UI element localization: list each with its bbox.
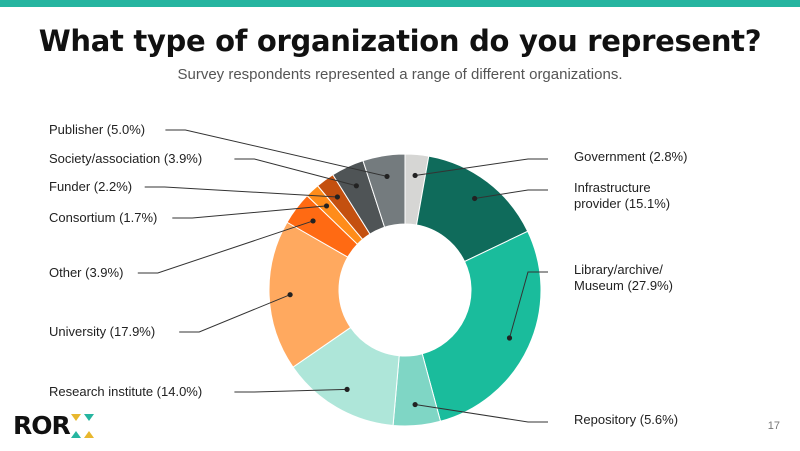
- slice-label-government: Government (2.8%): [574, 149, 687, 164]
- slice-label-line: Infrastructure: [574, 180, 651, 195]
- donut-slice-publisher: [362, 153, 406, 228]
- slice-label-line: Research institute (14.0%): [49, 384, 202, 399]
- ror-logo-text: ROR: [13, 411, 71, 440]
- leader-line-consortium: [172, 205, 327, 219]
- slice-label-line: Library/archive/: [574, 262, 663, 277]
- slice-label-line: Consortium (1.7%): [49, 210, 157, 225]
- leader-dot-consortium: [323, 203, 330, 209]
- leader-dot-repository: [412, 401, 418, 408]
- leader-dot-library-archive-museum: [506, 335, 513, 341]
- leader-dot-government: [412, 172, 418, 179]
- page-title: What type of organization do you represe…: [38, 24, 762, 58]
- slice-label-society-association: Society/association (3.9%): [49, 151, 202, 166]
- slice-label-line: provider (15.1%): [574, 196, 670, 211]
- slice-label-other: Other (3.9%): [49, 265, 123, 280]
- leader-line-research-institute: [234, 388, 348, 393]
- slice-label-line: Funder (2.2%): [49, 179, 132, 194]
- page-number: 17: [767, 420, 780, 432]
- leader-dot-research-institute: [344, 386, 350, 392]
- leader-line-library-archive-museum: [509, 271, 548, 339]
- leader-line-government: [415, 158, 548, 176]
- leader-dot-university: [287, 292, 293, 298]
- slice-label-publisher: Publisher (5.0%): [49, 122, 145, 137]
- leader-dot-publisher: [384, 173, 390, 180]
- logo-mark-icon: [71, 414, 94, 438]
- leader-dot-funder: [334, 194, 341, 200]
- slice-label-repository: Repository (5.6%): [574, 412, 678, 427]
- leader-line-publisher: [165, 129, 388, 177]
- donut-slice-university: [268, 221, 352, 368]
- slice-label-funder: Funder (2.2%): [49, 179, 132, 194]
- leader-dot-infrastructure-provider: [472, 195, 478, 202]
- slice-label-university: University (17.9%): [49, 324, 155, 339]
- slice-label-line: Society/association (3.9%): [49, 151, 202, 166]
- slice-label-line: Publisher (5.0%): [49, 122, 145, 137]
- donut-slice-library-archive-museum: [421, 230, 542, 422]
- slice-label-line: Government (2.8%): [574, 149, 687, 164]
- leader-line-other: [137, 220, 314, 274]
- leader-line-society-association: [234, 158, 357, 187]
- slice-label-line: Museum (27.9%): [574, 278, 673, 293]
- page-subtitle: Survey respondents represented a range o…: [177, 66, 623, 83]
- slice-label-library-archive-museum: Library/archive/Museum (27.9%): [574, 262, 673, 293]
- slice-label-line: Repository (5.6%): [574, 412, 678, 427]
- leader-dot-society-association: [353, 183, 359, 189]
- leader-line-repository: [415, 404, 548, 423]
- slice-label-consortium: Consortium (1.7%): [49, 210, 157, 225]
- slice-label-research-institute: Research institute (14.0%): [49, 384, 202, 399]
- top-accent-bar: [0, 0, 800, 7]
- slice-label-line: University (17.9%): [49, 324, 155, 339]
- leader-dot-other: [310, 218, 316, 224]
- leader-line-funder: [144, 186, 338, 198]
- leader-line-infrastructure-provider: [474, 189, 548, 199]
- leader-line-university: [179, 294, 291, 333]
- slice-label-infrastructure-provider: Infrastructure provider (15.1%): [574, 180, 670, 211]
- slice-label-line: Other (3.9%): [49, 265, 123, 280]
